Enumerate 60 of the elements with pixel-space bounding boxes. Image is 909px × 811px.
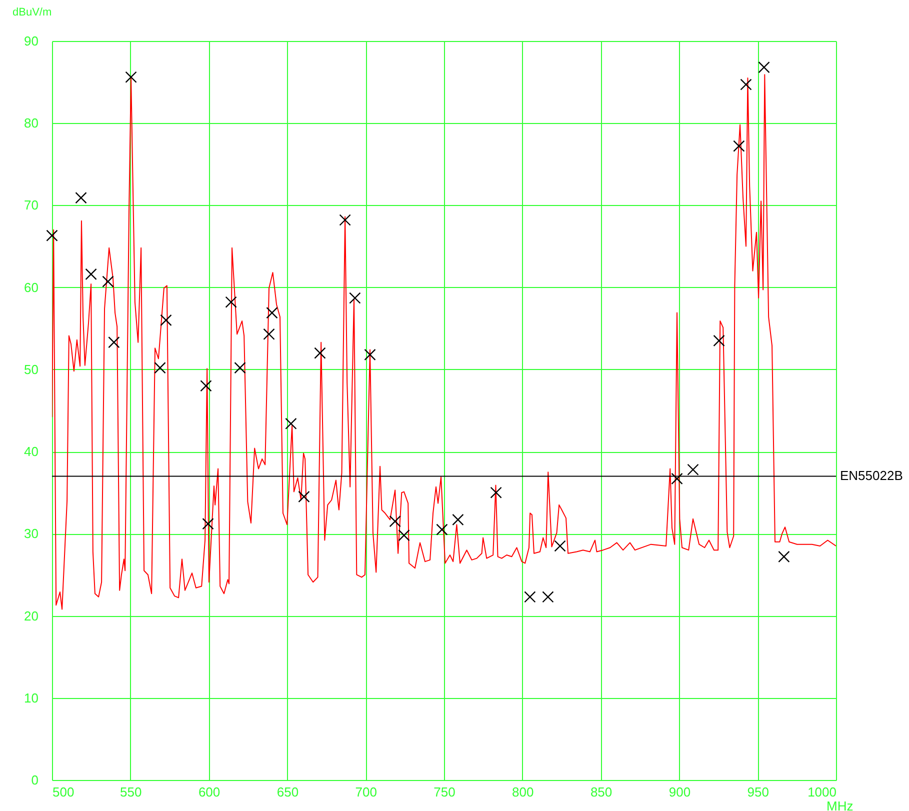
y-axis-title: dBuV/m	[12, 6, 52, 18]
y-tick-label: 30	[24, 526, 38, 542]
point	[671, 472, 683, 484]
point	[75, 192, 87, 204]
point	[452, 514, 464, 526]
y-tick-label: 20	[24, 608, 38, 624]
point	[364, 348, 376, 361]
point	[160, 314, 172, 326]
x-tick-label: 650	[276, 784, 299, 800]
point	[102, 276, 114, 288]
point	[202, 518, 214, 530]
point	[778, 550, 790, 562]
x-tick-label: 850	[590, 784, 612, 800]
point	[436, 524, 448, 536]
x-tick-label: 700	[355, 784, 377, 800]
x-tick-label: 600	[198, 784, 220, 800]
point	[542, 591, 554, 603]
point	[490, 486, 502, 498]
point	[85, 268, 97, 280]
point	[713, 334, 725, 347]
y-tick-label: 10	[24, 690, 38, 706]
y-tick-label: 90	[24, 34, 38, 48]
point	[200, 380, 212, 392]
point	[125, 71, 137, 83]
point	[314, 347, 326, 359]
point	[298, 490, 310, 503]
x-tick-label: 950	[747, 784, 769, 800]
point	[524, 591, 536, 603]
point	[389, 516, 401, 528]
line-series	[52, 74, 836, 610]
point	[266, 306, 278, 319]
y-tick-label: 60	[24, 280, 38, 295]
ref-line-label: EN55022B	[840, 468, 903, 484]
point	[234, 362, 246, 374]
y-tick-label: 70	[24, 198, 38, 213]
point	[225, 296, 237, 308]
x-tick-label: 750	[434, 784, 456, 800]
point	[339, 214, 351, 226]
x-tick-label: 900	[668, 784, 691, 800]
x-tick-label: 500	[52, 784, 74, 800]
point	[554, 540, 566, 552]
point	[740, 78, 752, 90]
y-tick-label: 50	[24, 362, 38, 377]
point	[687, 464, 699, 476]
point	[263, 328, 275, 340]
y-tick-label: 40	[24, 444, 38, 460]
x-tick-label: 550	[120, 784, 142, 800]
point	[349, 292, 361, 304]
point	[758, 61, 770, 74]
x-tick-label: 1000	[808, 784, 836, 800]
point	[154, 362, 166, 374]
point	[46, 230, 58, 242]
point	[733, 140, 745, 152]
y-tick-label: 80	[24, 116, 38, 131]
point	[285, 418, 297, 430]
point	[398, 529, 410, 542]
x-axis-title: MHz	[826, 798, 854, 811]
y-tick-label: 0	[31, 772, 38, 788]
point	[108, 336, 120, 348]
x-tick-label: 800	[512, 784, 534, 800]
